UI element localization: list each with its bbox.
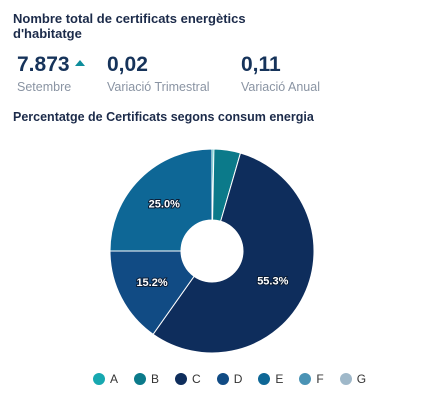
trend-up-icon (74, 60, 85, 66)
donut-chart: 55.3% 15.2% 25.0% (109, 148, 315, 354)
legend-swatch-f (299, 373, 312, 385)
legend-label-c: C (192, 372, 201, 386)
legend-label-g: G (356, 372, 367, 386)
legend-item-c[interactable]: C (175, 372, 201, 386)
legend-swatch-e (258, 373, 271, 385)
kpi-annual-value: 0,11 (241, 53, 281, 76)
kpi-annual-label: Variació Anual (241, 80, 320, 94)
kpi-quarterly-label: Variació Trimestral (107, 80, 210, 94)
legend-swatch-c (175, 373, 188, 385)
kpi-total-certificates: 7.873 Setembre (17, 52, 85, 95)
legend-swatch-d (216, 373, 229, 385)
chart-legend: A B C D E F G (93, 372, 382, 386)
data-label-e: 25.0% (149, 198, 180, 210)
legend-item-e[interactable]: E (258, 372, 283, 386)
legend-item-a[interactable]: A (93, 372, 118, 386)
legend-item-g[interactable]: G (339, 372, 367, 386)
legend-label-e: E (275, 372, 284, 386)
legend-swatch-b (134, 373, 147, 385)
legend-label-f: F (316, 372, 324, 386)
donut-slice-c[interactable] (152, 152, 315, 354)
legend-swatch-g (339, 373, 352, 385)
legend-label-b: B (151, 372, 160, 386)
donut-slice-e[interactable] (109, 148, 213, 252)
legend-item-b[interactable]: B (134, 372, 159, 386)
data-label-d: 15.2% (136, 277, 167, 289)
kpi-total-value: 7.873 (17, 53, 70, 76)
legend-swatch-a (93, 373, 105, 385)
legend-label-a: A (110, 372, 119, 386)
kpi-quarterly-value: 0,02 (107, 53, 148, 76)
legend-item-d[interactable]: D (216, 372, 243, 386)
legend-label-d: D (233, 372, 243, 386)
donut-slice-d[interactable] (109, 250, 195, 335)
chart-title: Percentatge de Certificats segons consum… (13, 110, 314, 124)
kpi-total-label: Setembre (17, 80, 72, 94)
data-label-c: 55.3% (257, 275, 288, 287)
kpi-quarterly-variation: 0,02 Variació Trimestral (107, 52, 210, 95)
chart-card-title: Nombre total de certificats energètics d… (13, 11, 246, 41)
legend-item-f[interactable]: F (299, 372, 324, 386)
kpi-annual-variation: 0,11 Variació Anual (241, 52, 320, 95)
